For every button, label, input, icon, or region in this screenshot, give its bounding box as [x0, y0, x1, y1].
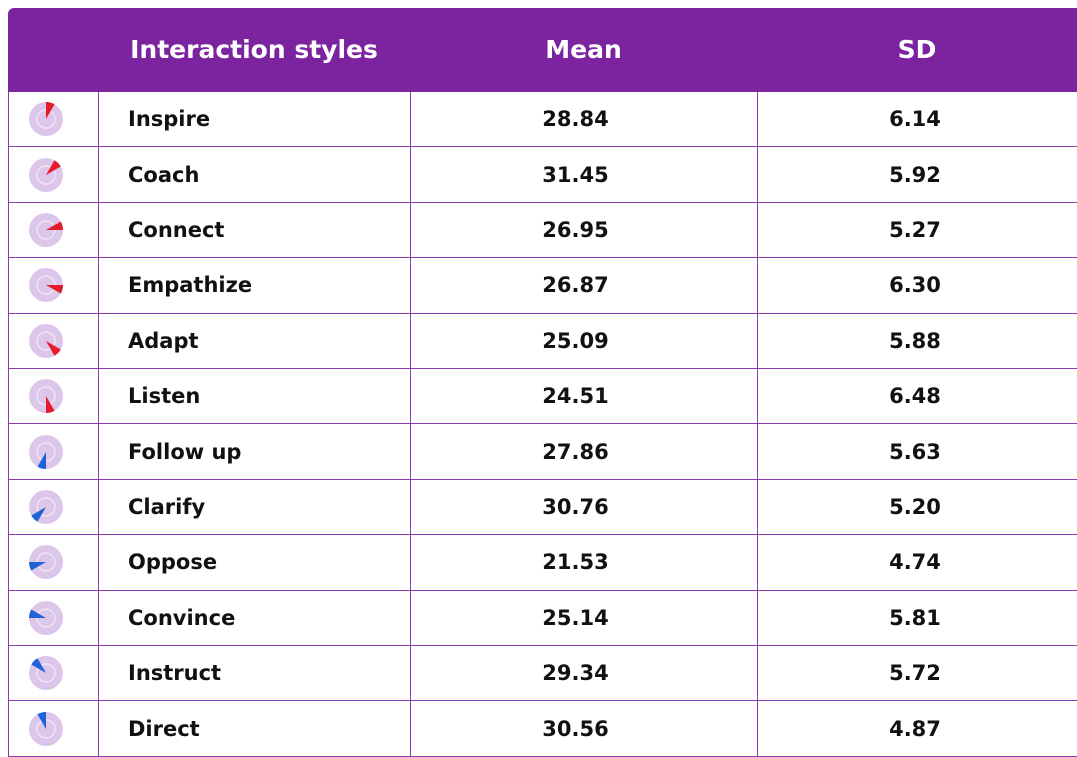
- style-icon: [8, 369, 98, 423]
- style-name: Oppose: [128, 550, 218, 575]
- table-row: Adapt 25.09 5.88: [8, 314, 1077, 369]
- wheel-icon: [29, 711, 63, 746]
- style-name: Convince: [128, 605, 236, 630]
- table-row: Empathize 26.87 6.30: [8, 258, 1077, 314]
- sd-value: 4.74: [889, 550, 941, 575]
- sd-value: 5.20: [889, 494, 941, 519]
- style-name: Empathize: [128, 273, 253, 298]
- style-icon: [8, 203, 98, 257]
- table: Interaction styles Mean SD Inspire 28.84 6.1…: [8, 8, 1077, 757]
- sd-value: 6.30: [889, 273, 941, 298]
- header-cell: SD: [897, 35, 937, 64]
- wheel-segment: [46, 285, 63, 294]
- table-row: Connect 26.95 5.27: [8, 203, 1077, 259]
- wheel-ring: [36, 164, 56, 185]
- sd-value: 5.27: [889, 217, 941, 242]
- table-row: Clarify 30.76 5.20: [8, 480, 1077, 536]
- wheel-icon: [29, 434, 63, 469]
- wheel-icon: [29, 212, 63, 247]
- wheel-icon: [29, 102, 63, 137]
- mean-value: 25.09: [542, 328, 609, 353]
- wheel-ring: [36, 663, 56, 683]
- mean-value: 30.56: [542, 716, 609, 741]
- wheel-icon: [29, 268, 63, 303]
- wheel-segment: [46, 221, 63, 230]
- header-cell: Interaction styles: [130, 35, 378, 64]
- wheel-icon: [29, 656, 63, 691]
- table-row: Listen 24.51 6.48: [8, 369, 1077, 425]
- style-name: Direct: [128, 716, 200, 741]
- table-header: Interaction styles Mean SD: [8, 8, 1077, 92]
- style-icon: [8, 92, 98, 146]
- table-row: Oppose 21.53 4.74: [8, 535, 1077, 591]
- style-icon: [8, 258, 98, 312]
- wheel-segment: [46, 340, 61, 356]
- style-name: Adapt: [128, 328, 199, 353]
- mean-value: 25.14: [542, 605, 609, 630]
- table-row: Convince 25.14 5.81: [8, 591, 1077, 646]
- style-icon: [8, 591, 98, 645]
- wheel-segment: [37, 451, 46, 469]
- sd-value: 5.63: [889, 439, 941, 464]
- mean-value: 26.87: [542, 273, 609, 298]
- mean-value: 30.76: [542, 494, 609, 519]
- header-cell: Mean: [545, 35, 622, 64]
- wheel-segment: [29, 562, 46, 571]
- column-divider: [8, 92, 9, 757]
- style-icon: [8, 535, 98, 589]
- column-divider: [410, 92, 411, 757]
- table-row: Follow up 27.86 5.63: [8, 424, 1077, 480]
- table-row: Direct 30.56 4.87: [8, 701, 1077, 757]
- style-name: Connect: [128, 217, 225, 242]
- wheel-icon: [29, 489, 63, 524]
- style-icon: [8, 424, 98, 478]
- wheel-segment: [29, 609, 46, 618]
- style-name: Instruct: [128, 661, 222, 686]
- style-name: Coach: [128, 162, 200, 187]
- wheel-icon: [29, 379, 63, 414]
- style-icon: [8, 314, 98, 368]
- sd-value: 5.81: [889, 605, 941, 630]
- sd-value: 4.87: [889, 716, 941, 741]
- wheel-segment: [37, 711, 46, 729]
- wheel-segment: [46, 159, 61, 175]
- wheel-icon: [29, 323, 63, 358]
- mean-value: 27.86: [542, 439, 609, 464]
- table-row: Coach 31.45 5.92: [8, 147, 1077, 203]
- wheel-icon: [29, 545, 63, 580]
- table-row: Inspire 28.84 6.14: [8, 92, 1077, 148]
- style-icon: [8, 147, 98, 201]
- sd-value: 5.88: [889, 328, 941, 353]
- mean-value: 21.53: [542, 550, 609, 575]
- mean-value: 29.34: [542, 661, 609, 686]
- mean-value: 24.51: [542, 384, 609, 409]
- sd-value: 5.72: [889, 661, 941, 686]
- mean-value: 31.45: [542, 162, 609, 187]
- column-divider: [757, 92, 758, 757]
- sd-value: 6.14: [889, 107, 941, 132]
- style-name: Follow up: [128, 439, 242, 464]
- wheel-ring: [36, 331, 56, 351]
- mean-value: 28.84: [542, 107, 609, 132]
- wheel-ring: [36, 497, 56, 517]
- mean-value: 26.95: [542, 217, 609, 242]
- wheel-segment: [31, 658, 46, 674]
- style-icon: [8, 480, 98, 534]
- table-row: Instruct 29.34 5.72: [8, 646, 1077, 702]
- sd-value: 6.48: [889, 384, 941, 409]
- wheel-segment: [31, 506, 46, 522]
- column-divider: [98, 92, 99, 757]
- style-icon: [8, 646, 98, 700]
- wheel-segment: [46, 396, 55, 414]
- style-name: Listen: [128, 384, 201, 409]
- style-name: Inspire: [128, 107, 211, 132]
- sd-value: 5.92: [889, 162, 941, 187]
- wheel-icon: [29, 157, 63, 192]
- wheel-segment: [46, 102, 55, 120]
- style-icon: [8, 701, 98, 755]
- wheel-icon: [29, 600, 63, 635]
- style-name: Clarify: [128, 494, 206, 519]
